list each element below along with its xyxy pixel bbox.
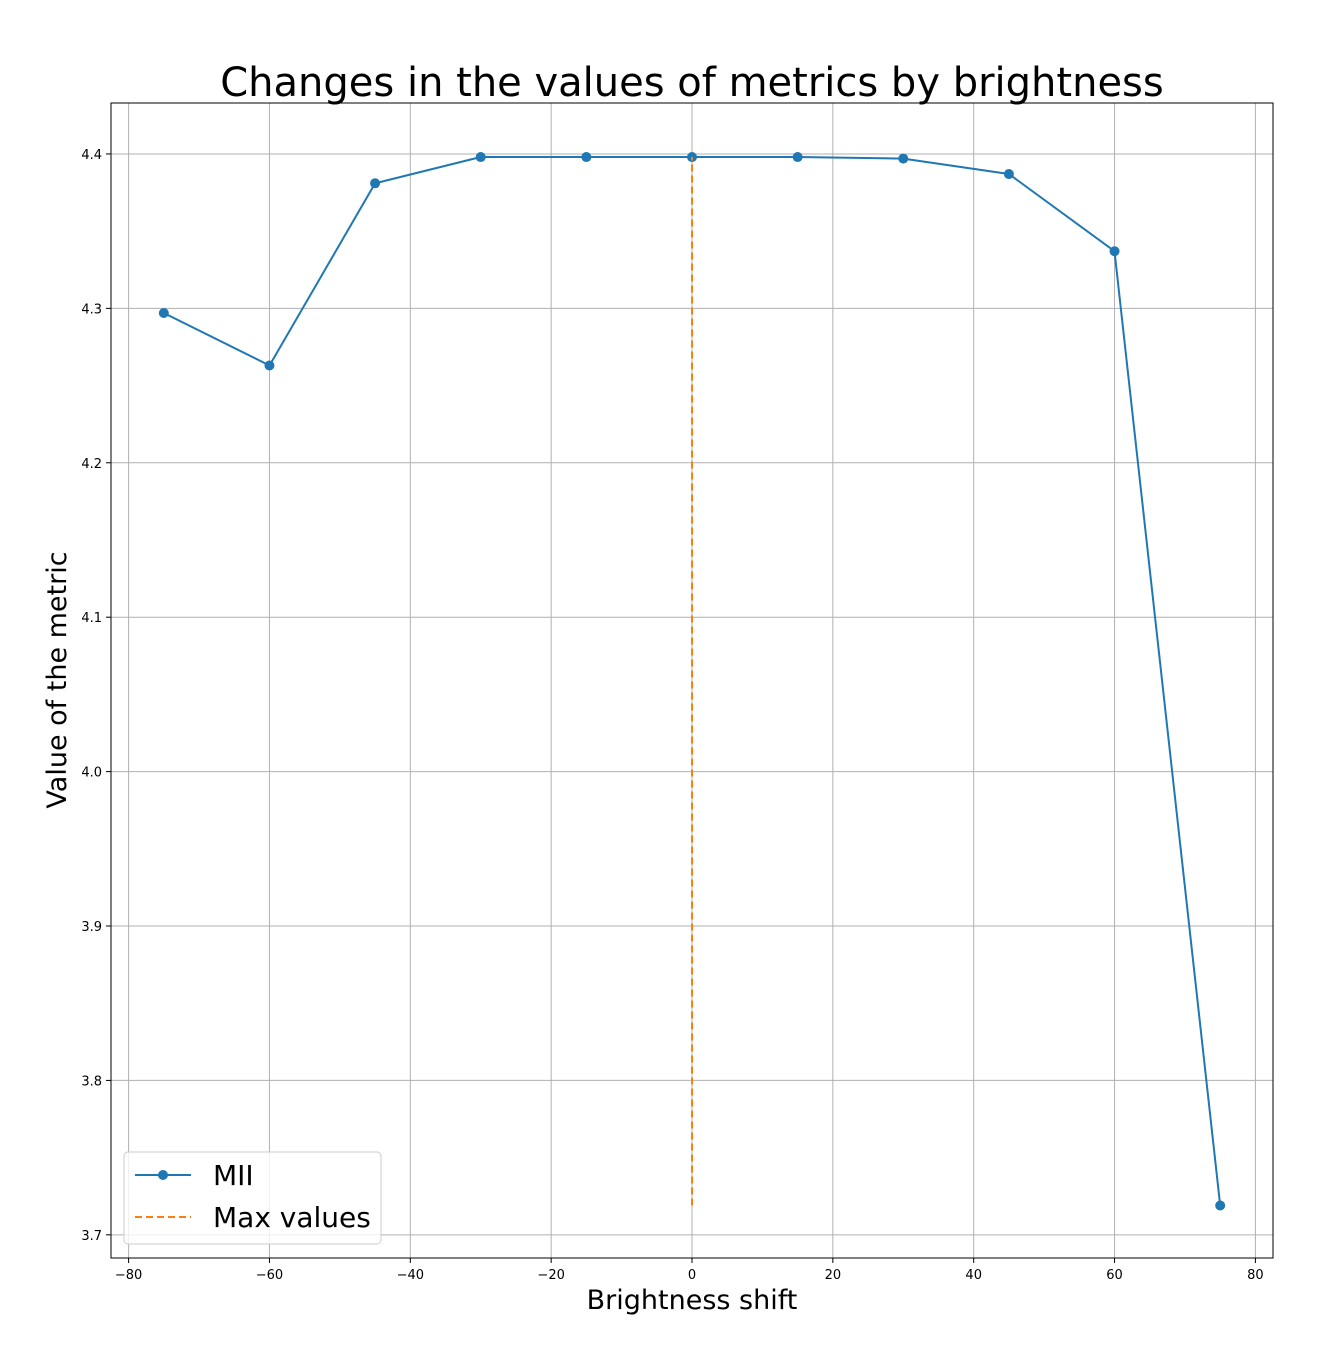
series [158,152,1226,1211]
data-point-mii [792,152,803,163]
data-point-mii [1003,169,1014,180]
ticks: −80 −60 −40 −20 0 20 40 60 80 3.7 3.8 3.9 4.0 4.1 4.2 4… [81,148,1263,1283]
x-tick-label: −60 [256,1268,283,1283]
y-tick-label: 3.9 [81,920,102,935]
y-tick-label: 3.7 [81,1229,102,1244]
data-point-mii [1215,1200,1226,1211]
data-point-mii [158,308,169,318]
legend-label-max-values: Max values [213,1201,371,1234]
data-point-mii [264,360,275,371]
x-tick-label: −20 [537,1268,564,1283]
data-point-mii [1109,246,1120,257]
data-point-mii [475,152,486,163]
y-tick-label: 4.2 [81,457,102,472]
legend: MII Max values [123,1151,382,1245]
y-tick-label: 4.4 [81,148,102,163]
legend-label-mii: MII [213,1159,254,1192]
x-tick-label: 60 [1106,1268,1123,1283]
data-point-mii [898,153,909,164]
chart-title: Changes in the values of metrics by brig… [220,60,1163,106]
x-tick-label: 20 [825,1268,842,1283]
y-tick-label: 4.3 [81,302,102,317]
y-tick-label: 4.0 [81,766,102,781]
x-tick-label: −80 [115,1268,142,1283]
x-tick-label: 80 [1247,1268,1264,1283]
x-tick-label: 40 [965,1268,982,1283]
data-point-mii [370,178,381,189]
y-axis-label: Value of the metric [42,551,73,808]
data-point-mii [581,152,592,163]
legend-mii-marker [158,1170,168,1180]
y-tick-label: 4.1 [81,611,102,626]
x-axis-label: Brightness shift [587,1285,798,1316]
x-tick-label: −40 [397,1268,424,1283]
y-tick-label: 3.8 [81,1074,102,1089]
x-tick-label: 0 [688,1268,696,1283]
